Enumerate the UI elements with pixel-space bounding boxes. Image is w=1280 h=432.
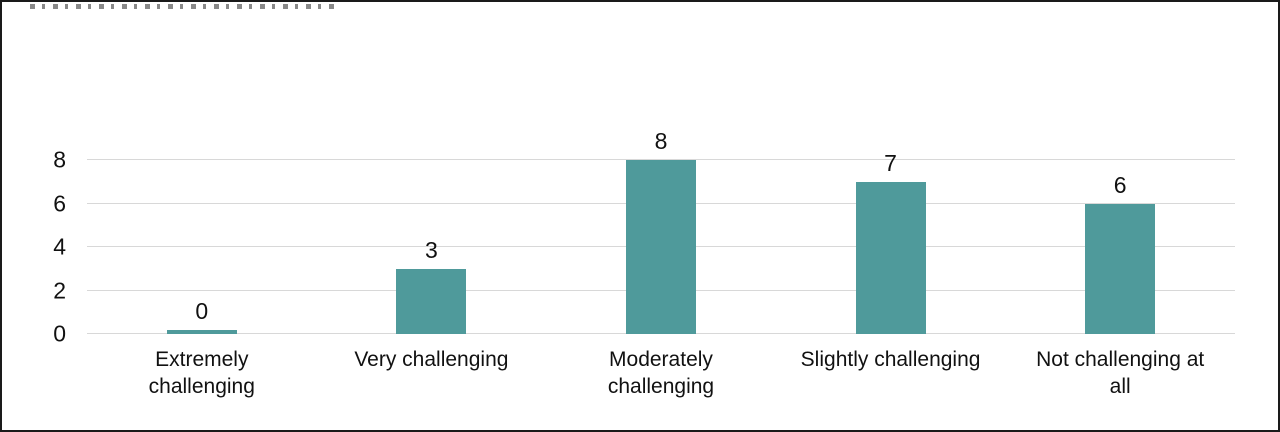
bar-value-label: 3 [424, 236, 438, 263]
x-label-cell: Extremely challenging [87, 346, 317, 401]
bar-slot: 3 [317, 160, 547, 334]
category-label: Very challenging [354, 348, 509, 371]
x-label-cell: Slightly challenging [776, 346, 1006, 401]
bar-value-label: 7 [884, 149, 897, 176]
x-label-cell: Very challenging [317, 346, 547, 401]
bar [1085, 203, 1156, 334]
bar [625, 160, 696, 334]
category-label: Moderately challenging [607, 348, 715, 399]
y-tick-label: 6 [53, 190, 66, 216]
y-tick-label: 0 [53, 320, 66, 347]
bar-value-label: 6 [1113, 171, 1127, 198]
bar-slot: 7 [776, 151, 1006, 334]
y-tick-label: 8 [53, 146, 66, 173]
bars: 0 3 8 7 6 [87, 130, 1235, 334]
bar-slot: 8 [546, 130, 776, 334]
category-label: Slightly challenging [800, 348, 981, 371]
x-label-cell: Not challenging at all [1005, 346, 1235, 401]
category-label: Not challenging at all [1036, 348, 1205, 399]
bar-value-label: 8 [654, 128, 668, 154]
bar-value-label: 0 [195, 298, 209, 324]
x-label-cell: Moderately challenging [546, 346, 776, 401]
bar-slot: 0 [87, 160, 317, 334]
y-tick-label: 2 [53, 277, 66, 303]
y-axis-labels: 0 2 4 6 8 [2, 148, 76, 345]
x-axis-labels: Extremely challenging Very challenging Mod… [87, 346, 1235, 401]
y-tick-label: 4 [53, 233, 66, 260]
bar [855, 181, 926, 334]
gridline [87, 159, 1235, 160]
bar [396, 268, 467, 334]
cropped-caption-remnant [30, 4, 335, 9]
bar-slot: 6 [1005, 160, 1235, 334]
bar [166, 330, 237, 334]
category-label: Extremely challenging [148, 348, 255, 399]
